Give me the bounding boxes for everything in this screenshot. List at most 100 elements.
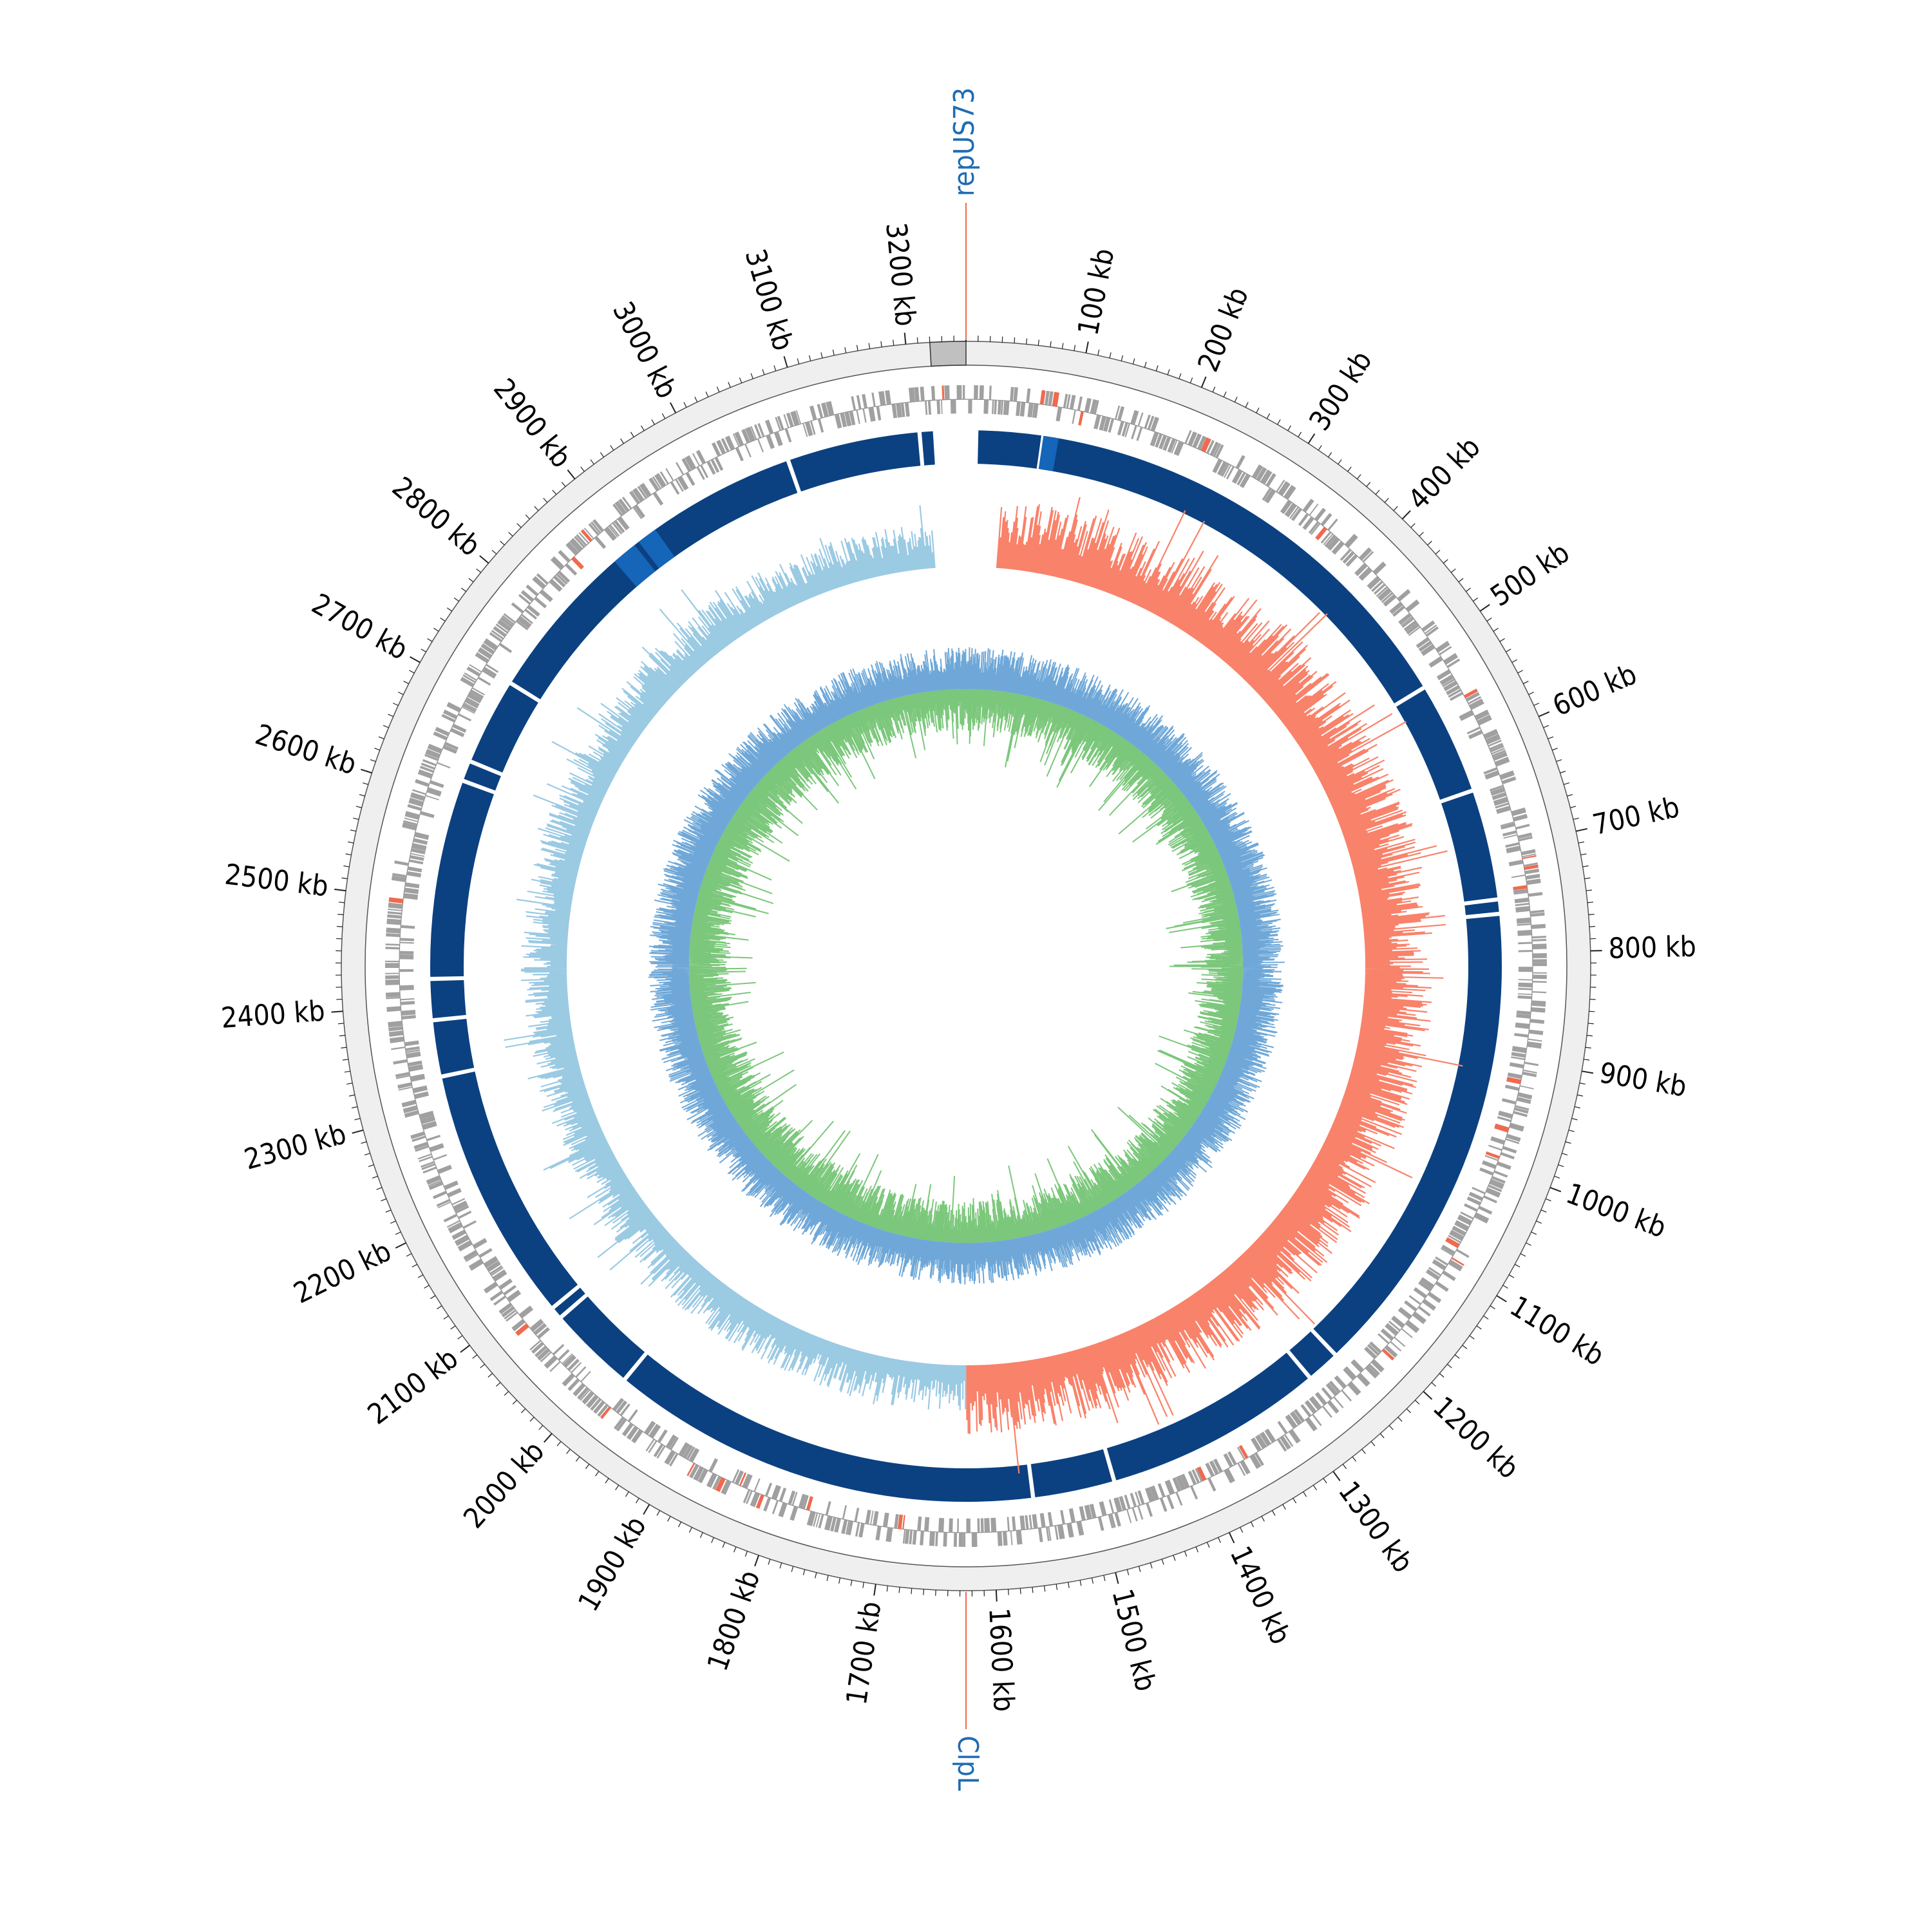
minor-tick [1589,1010,1595,1012]
cds-feature [590,521,601,534]
cds-feature [489,1290,504,1302]
cds-feature [473,1238,488,1249]
tick-label: 400 kb [1402,431,1487,516]
cds-feature [1518,836,1533,842]
cds-feature [492,1269,507,1282]
cds-feature [410,855,424,861]
cds-feature [1029,402,1034,418]
cds-feature [1532,981,1547,983]
minor-tick [385,1209,392,1213]
cds-feature [1474,709,1490,721]
cds-feature [405,1046,420,1052]
cds-feature [675,478,684,492]
cds-feature [1495,802,1510,809]
cds-feature [637,486,647,499]
cds-feature [826,401,835,417]
cds-feature [1490,1136,1506,1145]
cds-feature [617,516,630,531]
minor-tick [424,1285,430,1289]
cds-feature [1524,868,1540,875]
cds-feature [403,820,418,826]
minor-tick [504,1391,509,1396]
cds-feature [553,1343,565,1356]
cds-feature [1427,1291,1442,1303]
cds-feature [1300,1404,1312,1417]
cds-feature [540,1351,552,1363]
cds-feature [1443,680,1458,692]
cds-feature [1508,859,1524,867]
minor-tick [1514,1264,1520,1268]
minor-tick [1245,402,1249,408]
cds-feature [746,1490,753,1504]
cds-feature [429,1143,444,1153]
minor-tick [728,382,731,388]
tick-label: 1200 kb [1426,1390,1525,1485]
cds-feature [1404,1300,1417,1312]
cds-feature [1445,1236,1460,1249]
tick-label: 2800 kb [386,471,486,563]
minor-tick [343,865,350,867]
cds-feature [1236,1446,1245,1460]
major-tick [904,332,907,345]
minor-tick [363,782,369,785]
major-tick [873,1584,876,1596]
minor-tick [538,1425,544,1430]
cds-feature [841,1519,848,1535]
minor-tick [374,748,380,751]
cds-feature [1497,1161,1511,1170]
contig-gap [614,545,656,587]
minor-tick [1277,419,1281,425]
cds-feature [1532,943,1547,950]
tick-label: 2000 kb [457,1435,551,1535]
contig-block [790,432,921,492]
minor-tick [575,1456,580,1462]
cds-feature [1523,862,1539,867]
minor-tick [1582,865,1589,867]
cds-feature [1443,652,1459,665]
cds-feature [1322,1405,1332,1418]
cds-feature [1078,411,1084,426]
cds-feature [1236,471,1246,486]
minor-tick [923,1589,925,1595]
cds-feature [665,468,674,481]
cds-feature [1084,397,1092,413]
cds-feature [395,1075,410,1079]
tick-label: 3200 kb [879,221,922,328]
cds-feature [1511,1052,1526,1058]
minor-tick [1361,1448,1366,1454]
cds-feature [1255,1452,1264,1466]
minor-tick [1531,1231,1537,1235]
cds-feature [1468,1191,1484,1201]
minor-tick [403,681,409,685]
cds-feature [1389,601,1403,614]
cds-feature [685,455,696,471]
cds-feature [1350,1359,1365,1373]
cds-feature [886,1527,893,1542]
cds-feature [444,741,459,750]
cds-feature [1146,1502,1153,1517]
cds-feature [483,1282,498,1294]
minor-tick [1173,1555,1176,1561]
cds-feature [1362,551,1374,563]
cds-feature [1209,1460,1219,1475]
cds-feature [1191,1469,1200,1484]
cds-feature [1097,1516,1104,1531]
minor-tick [815,1572,817,1578]
cds-feature [950,399,956,414]
cds-feature [411,848,426,855]
cds-feature [634,504,645,518]
cds-feature [1398,612,1412,625]
cds-feature [710,459,720,473]
cds-feature [1173,440,1184,457]
cds-feature [1528,1029,1544,1036]
cds-feature [441,714,456,723]
cds-feature [1369,1341,1382,1354]
minor-tick [1570,806,1577,808]
gc-skew-track [504,497,1463,1474]
cds-feature [399,951,414,955]
cds-feature [840,412,848,428]
minor-tick [1565,1141,1571,1144]
cds-feature [404,811,420,820]
cds-feature [779,1487,787,1502]
minor-tick [1506,649,1511,652]
